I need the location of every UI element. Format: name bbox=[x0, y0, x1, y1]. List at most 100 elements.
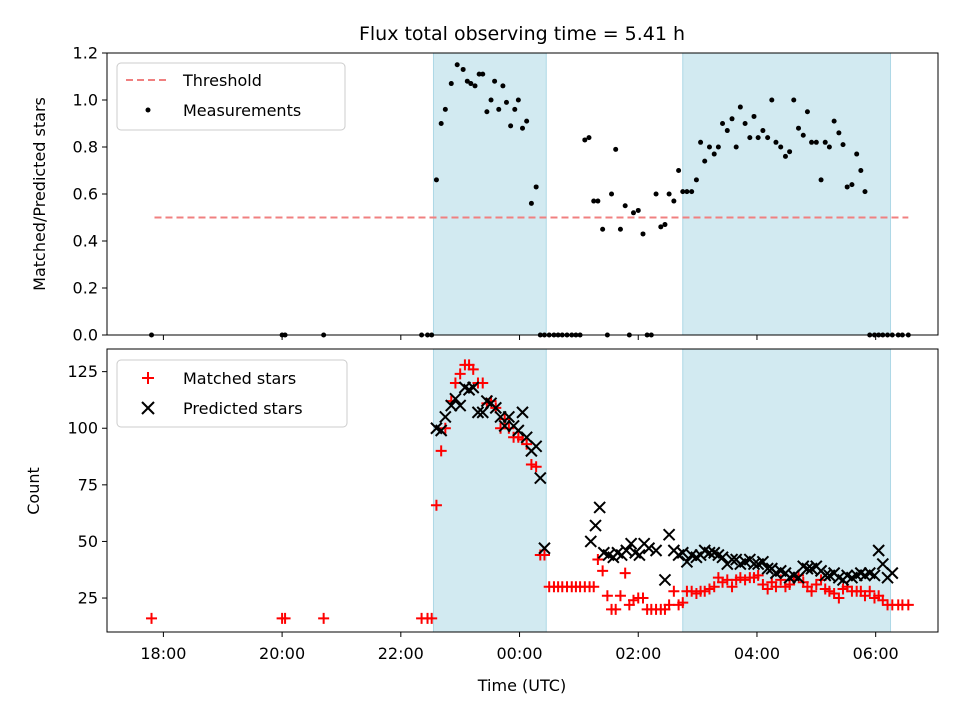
bottom-predicted-stars-point-89 bbox=[876, 557, 890, 571]
top-measurements-point-12 bbox=[460, 66, 466, 72]
top-measurements-point-102 bbox=[854, 151, 860, 157]
bottom-matched-stars-point-79 bbox=[752, 569, 764, 581]
bottom-matched-stars-point-112 bbox=[902, 599, 914, 611]
bottom-matched-stars-point-69 bbox=[708, 581, 720, 593]
bottom-matched-stars-point-104 bbox=[864, 585, 876, 597]
top-measurements-point-19 bbox=[488, 97, 494, 103]
top-measurements-point-65 bbox=[689, 189, 695, 195]
top-measurements-point-29 bbox=[528, 200, 534, 206]
bottom-predicted-stars-point-87 bbox=[868, 569, 881, 582]
top-measurements-point-94 bbox=[818, 177, 824, 183]
bottom-predicted-stars-point-33 bbox=[620, 544, 633, 557]
bottom-matched-stars-point-47 bbox=[610, 603, 622, 615]
top-measurements-point-23 bbox=[503, 99, 509, 105]
top-measurements-point-110 bbox=[889, 332, 895, 338]
top-measurements-point-49 bbox=[617, 226, 623, 232]
top-y-tick-label-6: 1.2 bbox=[73, 44, 98, 63]
top-measurements-point-99 bbox=[840, 142, 846, 148]
top-measurements-point-36 bbox=[559, 332, 565, 338]
top-measurements-point-40 bbox=[577, 332, 583, 338]
bottom-predicted-stars-point-76 bbox=[819, 569, 832, 582]
bottom-predicted-stars-point-18 bbox=[512, 424, 525, 437]
top-measurements-point-50 bbox=[622, 203, 628, 209]
top-measurements-point-91 bbox=[804, 109, 810, 115]
top-measurements-point-95 bbox=[822, 139, 828, 145]
bottom-predicted-stars-point-62 bbox=[756, 555, 770, 569]
top-measurements-point-111 bbox=[895, 332, 901, 338]
top-measurements-point-5 bbox=[425, 332, 431, 338]
predicted-legend-marker bbox=[141, 401, 155, 415]
top-measurements-point-21 bbox=[496, 106, 502, 112]
bottom-matched-stars-point-49 bbox=[619, 567, 631, 579]
top-measurements-point-45 bbox=[600, 226, 606, 232]
x-tick-label-4: 02:00 bbox=[615, 644, 661, 663]
bottom-predicted-stars-point-72 bbox=[801, 562, 814, 575]
top-measurements-point-78 bbox=[747, 135, 753, 141]
top-measurements-point-106 bbox=[871, 332, 877, 338]
bottom-matched-stars-point-0 bbox=[146, 612, 158, 624]
top-measurements-point-11 bbox=[454, 62, 460, 68]
top-measurements-point-79 bbox=[751, 113, 757, 119]
top-y-tick-label-0: 0.0 bbox=[73, 326, 98, 345]
bottom-y-tick-label-1: 50 bbox=[78, 532, 98, 551]
bottom-matched-stars-point-76 bbox=[739, 574, 751, 586]
top-measurements-point-88 bbox=[791, 97, 797, 103]
x-tick-label-1: 20:00 bbox=[259, 644, 305, 663]
top-measurements-point-59 bbox=[662, 222, 668, 228]
top-measurements-point-100 bbox=[844, 184, 850, 190]
top-measurements-point-17 bbox=[480, 71, 486, 77]
bottom-matched-stars-point-97 bbox=[833, 592, 845, 604]
bottom-predicted-stars-point-38 bbox=[642, 542, 656, 555]
top-measurements-point-90 bbox=[800, 132, 806, 138]
top-measurements-point-103 bbox=[858, 168, 864, 173]
top-measurements-point-18 bbox=[484, 109, 490, 115]
matched-legend-label: Matched stars bbox=[183, 369, 296, 388]
top-measurements-point-24 bbox=[508, 123, 514, 129]
bottom-matched-stars-point-48 bbox=[614, 590, 626, 602]
bottom-matched-stars-point-27 bbox=[521, 438, 533, 450]
top-measurements-point-57 bbox=[653, 191, 659, 197]
top-measurements-point-51 bbox=[626, 332, 632, 338]
top-measurements-point-37 bbox=[564, 332, 570, 338]
bottom-y-tick-label-2: 75 bbox=[78, 475, 98, 494]
top-measurements-point-69 bbox=[706, 144, 712, 150]
top-measurements-point-41 bbox=[582, 137, 588, 143]
top-measurements-point-53 bbox=[635, 207, 641, 213]
bottom-predicted-stars-point-36 bbox=[633, 548, 646, 562]
top-measurements-point-35 bbox=[555, 332, 561, 338]
top-measurements-point-39 bbox=[573, 332, 579, 338]
bottom-predicted-stars-point-39 bbox=[649, 544, 663, 557]
bottom-matched-stars-point-53 bbox=[637, 592, 649, 604]
bottom-predicted-stars-point-8 bbox=[467, 381, 480, 394]
bottom-predicted-stars-point-25 bbox=[584, 535, 597, 548]
top-measurements-point-89 bbox=[796, 125, 802, 131]
bottom-predicted-stars-point-24 bbox=[538, 542, 551, 555]
bottom-y-tick-label-0: 25 bbox=[78, 589, 98, 608]
bottom-predicted-stars-point-60 bbox=[747, 557, 761, 571]
bottom-matched-stars-point-51 bbox=[627, 594, 639, 606]
bottom-predicted-stars-point-2 bbox=[439, 410, 452, 424]
bottom-matched-stars-point-91 bbox=[806, 585, 818, 597]
bottom-predicted-stars-point-50 bbox=[703, 546, 716, 559]
measurements-legend-label: Measurements bbox=[183, 101, 301, 120]
bottom-predicted-stars-point-15 bbox=[498, 419, 511, 433]
bottom-predicted-stars-point-63 bbox=[761, 562, 774, 575]
x-tick-label-2: 22:00 bbox=[378, 644, 424, 663]
top-measurements-point-85 bbox=[778, 144, 784, 150]
bottom-predicted-stars-point-20 bbox=[520, 431, 533, 444]
bottom-predicted-stars-point-44 bbox=[676, 546, 689, 559]
bottom-predicted-stars-point-91 bbox=[886, 566, 899, 580]
top-measurements-point-13 bbox=[464, 78, 470, 84]
bottom-data bbox=[146, 359, 914, 624]
top-measurements-point-52 bbox=[630, 210, 636, 216]
bottom-predicted-stars-point-88 bbox=[872, 544, 885, 557]
top-measurements-point-32 bbox=[541, 332, 547, 338]
top-measurements-point-108 bbox=[880, 332, 886, 338]
top-measurements-point-60 bbox=[666, 191, 672, 197]
bottom-y-axis-title: Count bbox=[24, 467, 43, 515]
top-measurements-point-84 bbox=[773, 139, 779, 145]
bottom-matched-stars-point-68 bbox=[703, 583, 715, 595]
bottom-predicted-stars-point-16 bbox=[502, 410, 516, 424]
top-measurements-point-63 bbox=[680, 189, 686, 195]
